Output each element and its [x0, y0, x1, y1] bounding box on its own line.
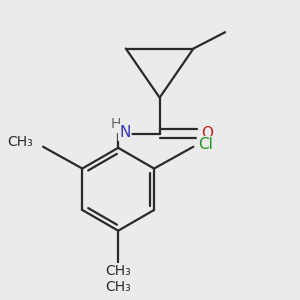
- Text: Cl: Cl: [198, 137, 213, 152]
- Text: CH₃: CH₃: [105, 264, 131, 278]
- Text: N: N: [119, 125, 130, 140]
- Text: CH₃: CH₃: [105, 280, 131, 294]
- Text: H: H: [111, 117, 121, 131]
- Text: CH₃: CH₃: [8, 135, 33, 149]
- Text: O: O: [202, 126, 214, 141]
